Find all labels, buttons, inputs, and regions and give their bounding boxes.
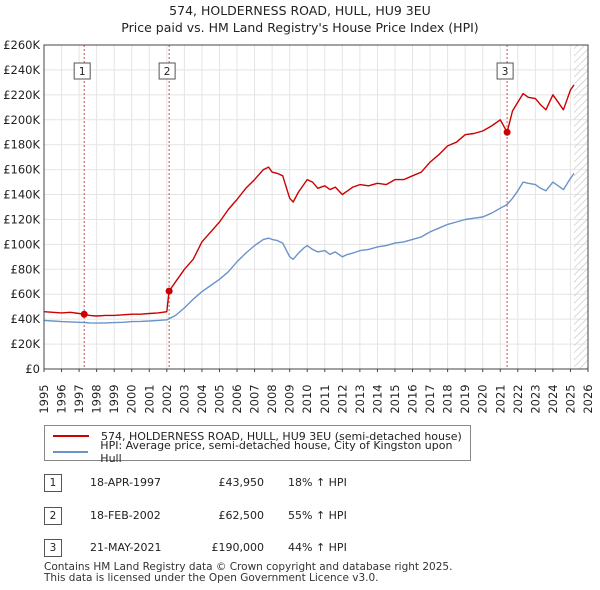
- sale-label-box: [73, 62, 91, 80]
- y-tick-label: £40K: [11, 312, 41, 326]
- x-tick-label: 2003: [177, 384, 191, 413]
- sale-label-text: 2: [164, 66, 171, 78]
- chart-title: 574, HOLDERNESS ROAD, HULL, HU9 3EU: [169, 3, 431, 18]
- sale-label-text: 1: [79, 66, 86, 78]
- x-tick-label: 2019: [458, 384, 472, 413]
- chart-subtitle: Price paid vs. HM Land Registry's House …: [121, 20, 479, 35]
- x-tick-label: 2004: [195, 384, 209, 413]
- y-tick-label: £220K: [3, 88, 40, 102]
- sale-row: 3 21-MAY-2021 £190,000 44% ↑ HPI: [44, 539, 464, 557]
- x-tick-label: 1995: [37, 384, 51, 413]
- property-price-line: [43, 84, 575, 317]
- x-tick-label: 2010: [300, 384, 314, 413]
- y-tick-label: £180K: [3, 138, 40, 152]
- x-tick-label: 2024: [546, 384, 560, 413]
- sale-point: [503, 128, 511, 136]
- x-tick-label: 2012: [335, 384, 349, 413]
- legend-swatch-hpi: [53, 451, 89, 453]
- x-tick-label: 2013: [353, 384, 367, 413]
- y-tick-label: £160K: [3, 163, 40, 177]
- x-tick-label: 2017: [423, 384, 437, 413]
- price-chart: 1 2 3 £0 £20K £40K £60K £80K £100K £120K £140K £160…: [3, 38, 595, 414]
- x-tick-label: 2023: [528, 384, 542, 413]
- sale-price: £190,000: [211, 541, 265, 554]
- x-tick-label: 2018: [441, 384, 455, 413]
- y-tick-label: £140K: [3, 188, 40, 202]
- sale-price: £43,950: [218, 476, 265, 489]
- x-tick-label: 2009: [283, 384, 297, 413]
- x-tick-label: 2011: [318, 384, 332, 413]
- y-tick-label: £260K: [3, 38, 40, 52]
- sale-point: [165, 287, 173, 295]
- x-tick-label: 1996: [55, 384, 69, 413]
- plot-area: [44, 45, 588, 369]
- footer-license: This data is licensed under the Open Gov…: [44, 572, 379, 584]
- x-tick-label: 1997: [72, 384, 86, 413]
- x-tick-label: 2000: [125, 384, 139, 413]
- future-hatch-region: [573, 45, 588, 369]
- sale-price: £62,500: [218, 509, 265, 522]
- x-tick-label: 2021: [493, 384, 507, 413]
- y-tick-label: £80K: [11, 262, 41, 276]
- x-tick-label: 2015: [388, 384, 402, 413]
- y-tick-label: £60K: [11, 287, 41, 301]
- sale-row: 2 18-FEB-2002 £62,500 55% ↑ HPI: [44, 507, 464, 525]
- sale-hpi-change: 44% ↑ HPI: [288, 541, 347, 554]
- x-tick-label: 1998: [90, 384, 104, 413]
- sale-date: 18-FEB-2002: [90, 509, 161, 522]
- y-tick-label: £0: [25, 362, 40, 376]
- footer-copyright: Contains HM Land Registry data © Crown c…: [44, 561, 453, 573]
- x-tick-label: 2007: [248, 384, 262, 413]
- x-tick-label: 2016: [406, 384, 420, 413]
- legend-label-property: 574, HOLDERNESS ROAD, HULL, HU9 3EU (sem…: [101, 429, 462, 443]
- y-tick-label: £20K: [11, 337, 41, 351]
- legend: 574, HOLDERNESS ROAD, HULL, HU9 3EU (sem…: [44, 425, 471, 465]
- legend-item-hpi: HPI: Average price, semi-detached house,…: [53, 439, 470, 465]
- sale-number-badge: 3: [44, 539, 62, 557]
- x-tick-label: 2001: [142, 384, 156, 413]
- sale-label-box: [158, 62, 176, 80]
- sale-hpi-change: 18% ↑ HPI: [288, 476, 347, 489]
- sale-row: 1 18-APR-1997 £43,950 18% ↑ HPI: [44, 474, 464, 492]
- x-tick-label: 2026: [581, 384, 595, 413]
- sale-point: [80, 310, 88, 318]
- legend-label-hpi: HPI: Average price, semi-detached house,…: [100, 439, 453, 465]
- sale-hpi-change: 55% ↑ HPI: [288, 509, 347, 522]
- legend-swatch-property: [53, 435, 89, 437]
- x-tick-label: 1999: [107, 384, 121, 413]
- legend-item-property: 574, HOLDERNESS ROAD, HULL, HU9 3EU (sem…: [53, 429, 462, 443]
- sale-label-box: [496, 62, 514, 80]
- x-tick-label: 2020: [476, 384, 490, 413]
- hpi-line: [43, 172, 575, 324]
- plot-frame: [43, 44, 589, 370]
- x-tick-label: 2005: [212, 384, 226, 413]
- x-tick-label: 2014: [370, 384, 384, 413]
- y-tick-label: £200K: [3, 113, 40, 127]
- sale-number-badge: 1: [44, 474, 62, 492]
- x-tick-label: 2002: [160, 384, 174, 413]
- sale-date: 21-MAY-2021: [90, 541, 162, 554]
- x-tick-label: 2008: [265, 384, 279, 413]
- footer: Contains HM Land Registry data © Crown c…: [44, 562, 452, 584]
- sale-label-text: 3: [502, 66, 509, 78]
- x-tick-label: 2022: [511, 384, 525, 413]
- y-tick-label: £120K: [3, 212, 40, 226]
- sale-date: 18-APR-1997: [90, 476, 162, 489]
- x-tick-label: 2025: [563, 384, 577, 413]
- y-tick-label: £240K: [3, 63, 40, 77]
- y-tick-label: £100K: [3, 237, 40, 251]
- sale-number-badge: 2: [44, 507, 62, 525]
- x-tick-label: 2006: [230, 384, 244, 413]
